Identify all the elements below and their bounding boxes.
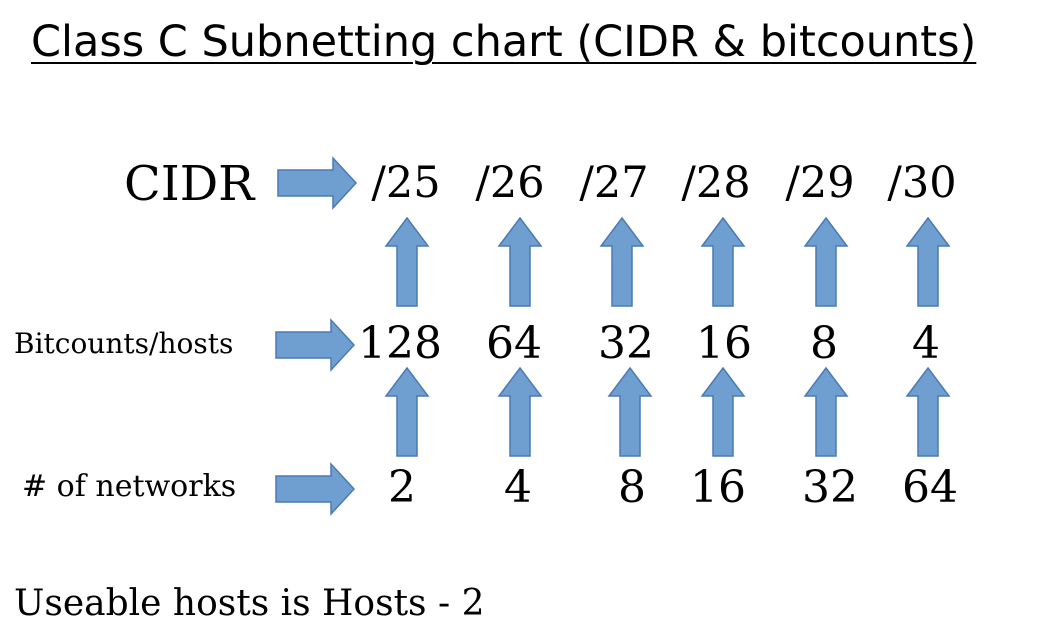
bitcounts-right-arrow-icon (275, 318, 356, 372)
cidr-right-arrow-icon (277, 156, 358, 210)
bitcount-value: 64 (486, 318, 542, 369)
network-count-value: 2 (388, 462, 416, 513)
network-count-value: 64 (902, 462, 958, 513)
networks-right-arrow-icon (275, 462, 356, 516)
chart-title: Class C Subnetting chart (CIDR & bitcoun… (31, 17, 977, 67)
cidr-value: /26 (475, 158, 545, 208)
bitcount-value: 4 (912, 318, 940, 369)
up-arrow-icon (803, 366, 849, 457)
footer-note: Useable hosts is Hosts - 2 (14, 583, 485, 624)
up-arrow-icon (905, 366, 951, 457)
up-arrow-icon (384, 366, 430, 457)
cidr-row-label: CIDR (124, 156, 255, 212)
cidr-value: /25 (371, 158, 441, 208)
cidr-value: /29 (785, 158, 855, 208)
cidr-value: /28 (681, 158, 751, 208)
bitcounts-row-label: Bitcounts/hosts (14, 327, 234, 360)
up-arrow-icon (599, 216, 645, 307)
up-arrow-icon (700, 366, 746, 457)
up-arrow-icon (384, 216, 430, 307)
bitcount-value: 8 (810, 318, 838, 369)
networks-row-label: # of networks (22, 469, 237, 504)
bitcount-value: 16 (696, 318, 752, 369)
network-count-value: 8 (618, 462, 646, 513)
network-count-value: 32 (802, 462, 858, 513)
up-arrow-icon (700, 216, 746, 307)
bitcount-value: 128 (358, 318, 442, 369)
network-count-value: 4 (504, 462, 532, 513)
cidr-value: /27 (579, 158, 649, 208)
network-count-value: 16 (690, 462, 746, 513)
cidr-value: /30 (887, 158, 957, 208)
up-arrow-icon (497, 216, 543, 307)
bitcount-value: 32 (598, 318, 654, 369)
up-arrow-icon (497, 366, 543, 457)
up-arrow-icon (803, 216, 849, 307)
up-arrow-icon (607, 366, 653, 457)
up-arrow-icon (905, 216, 951, 307)
